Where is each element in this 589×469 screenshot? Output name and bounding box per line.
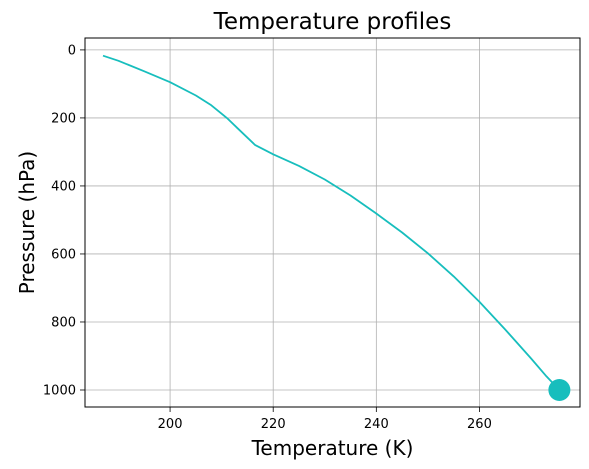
x-tick-label: 260 (467, 417, 492, 432)
temperature-profile-line (102, 54, 561, 391)
x-tick-label: 220 (261, 417, 286, 432)
y-tick-label: 200 (51, 111, 76, 126)
grid-lines (85, 38, 580, 407)
axis-ticks: 200 220 240 260 0 200 400 600 800 1000 (43, 43, 492, 432)
y-tick-label: 0 (68, 43, 76, 58)
surface-point-marker (548, 378, 571, 401)
y-tick-label: 400 (51, 179, 76, 194)
y-tick-label: 1000 (43, 383, 76, 398)
x-tick-label: 240 (364, 417, 389, 432)
x-tick-label: 200 (158, 417, 183, 432)
y-tick-label: 600 (51, 247, 76, 262)
series-layer (102, 54, 571, 401)
chart-title: Temperature profiles (213, 9, 452, 35)
plot-area-frame (84, 37, 581, 408)
y-tick-label: 800 (51, 315, 76, 330)
x-axis-label: Temperature (K) (251, 436, 414, 460)
y-axis-label: Pressure (hPa) (15, 151, 39, 294)
